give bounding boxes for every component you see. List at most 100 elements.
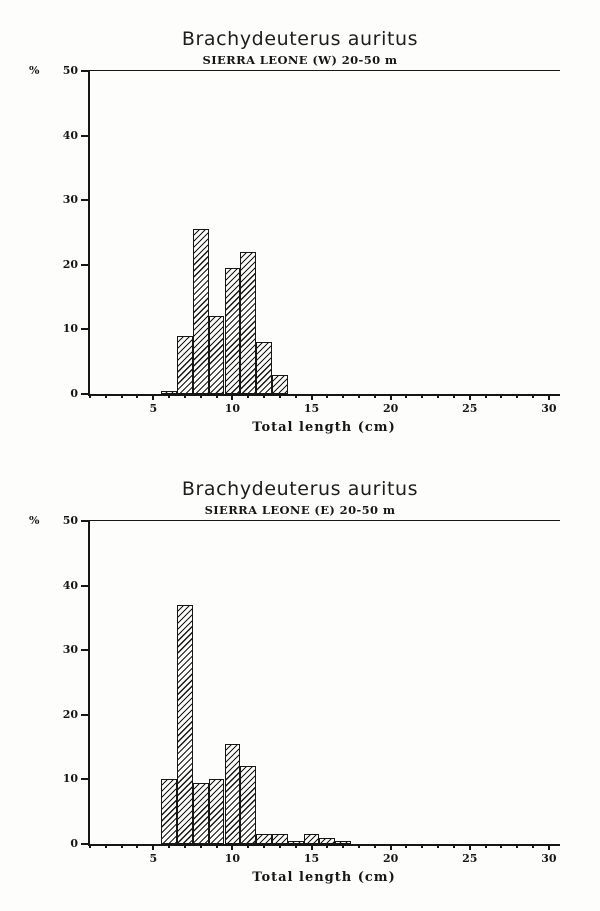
x-axis-tick (247, 844, 250, 848)
y-axis-tick (81, 649, 90, 652)
histogram-bar (256, 834, 272, 844)
x-axis-tick (405, 844, 408, 848)
x-axis-tick (120, 394, 123, 398)
x-axis-tick (468, 394, 471, 400)
x-axis-tick (484, 844, 487, 848)
histogram-bar (161, 779, 178, 844)
x-axis-tick (89, 844, 91, 848)
x-axis-tick (215, 844, 218, 848)
histogram-bar (319, 837, 336, 844)
x-axis-tick (168, 394, 171, 398)
x-axis-tick (310, 844, 313, 850)
x-axis-tick (358, 394, 361, 398)
histogram-bar (271, 834, 288, 844)
histogram-bar (335, 840, 352, 844)
x-axis-tick (294, 844, 297, 848)
y-axis-tick-label: 0 (70, 387, 78, 400)
x-axis-tick (199, 394, 202, 398)
x-axis-tick-label: 25 (462, 402, 478, 415)
x-axis-tick (278, 394, 281, 398)
y-axis-tick-label: 30 (62, 643, 78, 657)
x-axis-tick (326, 394, 329, 398)
x-axis-tick-label: 30 (541, 402, 557, 415)
x-axis-tick (342, 844, 345, 848)
x-axis-tick (373, 844, 376, 848)
x-axis-tick (199, 844, 202, 848)
x-axis-tick (532, 394, 535, 398)
y-axis-tick (81, 584, 90, 587)
y-axis-tick (81, 263, 90, 266)
x-axis-tick (516, 844, 519, 848)
x-axis-tick (547, 844, 550, 850)
x-axis-tick (516, 394, 519, 398)
histogram-bar (192, 229, 209, 394)
x-axis-tick (500, 844, 503, 848)
x-axis-tick (183, 844, 186, 848)
x-axis-tick (136, 844, 139, 848)
y-axis-tick-label: 50 (62, 64, 78, 77)
x-axis-tick (152, 394, 155, 400)
y-axis-tick (81, 393, 90, 395)
chart-title: Brachydeuterus auritus (181, 478, 419, 500)
x-axis-tick (104, 394, 107, 398)
x-axis-tick-label: 5 (149, 402, 158, 415)
x-axis-tick (389, 394, 392, 400)
y-axis-tick-label: 20 (62, 257, 78, 271)
x-axis-label: Total length (cm) (252, 420, 396, 435)
y-axis-tick-label: 20 (62, 707, 78, 721)
x-axis-tick (405, 394, 408, 398)
x-axis-tick-label: 20 (383, 402, 399, 415)
y-axis-tick (81, 778, 90, 781)
histogram-bar (208, 779, 225, 844)
y-axis-tick (81, 520, 90, 522)
x-axis-tick (183, 394, 186, 398)
x-axis-tick (263, 394, 266, 398)
histogram-bar (287, 840, 304, 844)
y-axis-label: % (29, 64, 40, 77)
x-axis-tick (452, 394, 455, 398)
x-axis-tick (532, 844, 535, 848)
x-axis-tick (152, 844, 155, 850)
x-axis-tick (421, 844, 424, 848)
x-axis-tick-label: 20 (383, 852, 399, 865)
x-axis-tick-label: 30 (541, 852, 557, 865)
x-axis-tick (342, 394, 345, 398)
x-axis-tick (263, 844, 266, 848)
histogram-bar (177, 335, 193, 394)
y-axis-tick-label: 30 (62, 193, 78, 207)
y-axis-tick (81, 134, 90, 137)
chart-title: Brachydeuterus auritus (181, 28, 419, 50)
x-axis-label: Total length (cm) (252, 870, 396, 885)
x-axis-tick (437, 844, 440, 848)
histogram-bar (271, 374, 288, 394)
x-axis-tick (326, 844, 329, 848)
y-axis-tick (81, 843, 90, 845)
y-axis-tick-label: 40 (62, 578, 78, 592)
chart-subtitle: SIERRA LEONE (W) 20-50 m (202, 53, 398, 67)
histogram-bar (240, 766, 257, 844)
x-axis-tick (231, 394, 234, 400)
x-axis-tick (168, 844, 171, 848)
histogram-bar (240, 251, 257, 394)
histogram-bar (161, 390, 178, 394)
x-axis-tick (484, 394, 487, 398)
histogram-bar (256, 342, 272, 394)
histogram-bar (177, 604, 193, 844)
histogram-bar (224, 743, 241, 844)
y-axis-tick (81, 199, 90, 202)
x-axis-tick-label: 25 (462, 852, 478, 865)
x-axis-tick (89, 394, 91, 398)
y-axis-tick-label: 50 (62, 514, 78, 527)
x-axis-tick (231, 844, 234, 850)
x-axis-tick-label: 15 (303, 402, 320, 415)
y-axis-tick-label: 40 (62, 128, 78, 142)
x-axis-tick (373, 394, 376, 398)
x-axis-tick (421, 394, 424, 398)
x-axis-tick (358, 844, 361, 848)
x-axis-tick-label: 15 (303, 852, 320, 865)
x-axis-tick (247, 394, 250, 398)
x-axis-tick (452, 844, 455, 848)
length-frequency-chart-east: Brachydeuterus auritus SIERRA LEONE (E) … (0, 472, 600, 911)
x-axis-tick (310, 394, 313, 400)
x-axis-tick-label: 5 (149, 852, 158, 865)
